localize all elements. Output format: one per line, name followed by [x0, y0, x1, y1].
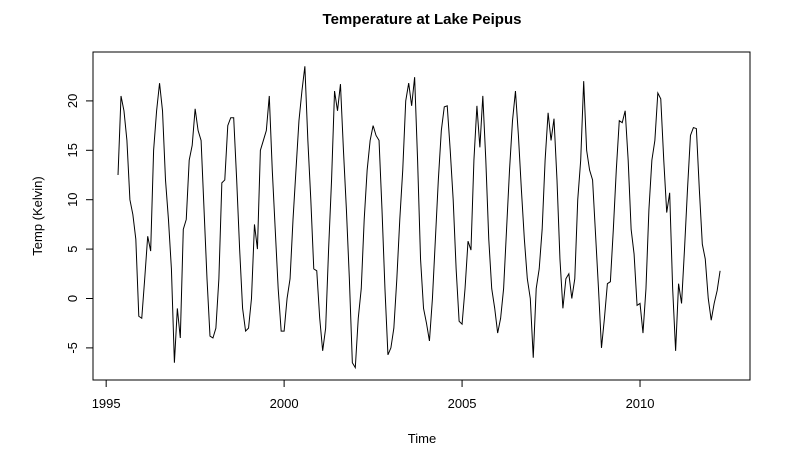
y-tick-label: 5 — [65, 245, 80, 252]
y-axis-label: Temp (Kelvin) — [30, 176, 45, 255]
y-tick-label: 20 — [65, 94, 80, 108]
plot-frame — [92, 51, 751, 381]
data-line — [117, 66, 721, 370]
x-tick-label: 2005 — [448, 396, 477, 411]
y-tick-label: -5 — [65, 342, 80, 354]
x-tick-label: 1995 — [92, 396, 121, 411]
y-tick-label: 0 — [65, 295, 80, 302]
y-tick-label: 10 — [65, 192, 80, 206]
x-tick-label: 2000 — [270, 396, 299, 411]
y-tick-label: 15 — [65, 143, 80, 157]
x-tick-label: 2010 — [626, 396, 655, 411]
x-axis-label: Time — [408, 431, 436, 446]
chart-title: Temperature at Lake Peipus — [323, 11, 522, 28]
